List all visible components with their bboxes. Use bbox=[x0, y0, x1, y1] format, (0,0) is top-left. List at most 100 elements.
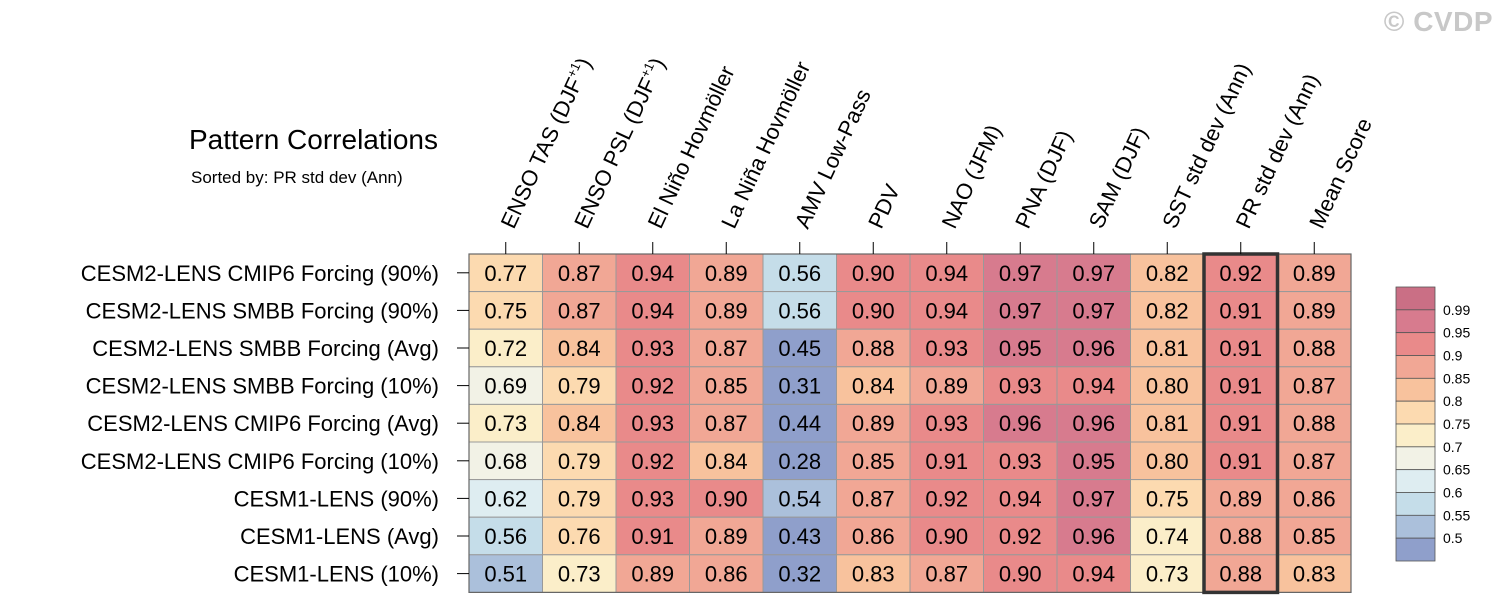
heatmap-cell bbox=[1203, 253, 1278, 293]
heatmap-cell bbox=[762, 291, 837, 330]
column-labels: ENSO TAS (DJF+1)ENSO PSL (DJF+1)El Niño … bbox=[496, 54, 1377, 254]
cell-value-label: 0.92 bbox=[925, 486, 968, 511]
heatmap-cell bbox=[1056, 291, 1131, 330]
heatmap-cell bbox=[468, 554, 543, 593]
cell-value-label: 0.89 bbox=[705, 298, 748, 323]
heatmap-cell bbox=[1130, 479, 1205, 518]
cell-value-label: 0.94 bbox=[1072, 374, 1115, 399]
cell-value-label: 0.80 bbox=[1146, 449, 1189, 474]
heatmap-cell bbox=[1277, 328, 1352, 368]
cell-value-label: 0.83 bbox=[1293, 562, 1336, 587]
cell-value-label: 0.94 bbox=[925, 298, 968, 323]
heatmap-cell bbox=[468, 441, 543, 481]
cell-value-label: 0.89 bbox=[852, 411, 895, 436]
legend-label: 0.95 bbox=[1443, 325, 1470, 341]
cell-value-label: 0.79 bbox=[558, 374, 601, 399]
cell-value-label: 0.93 bbox=[999, 374, 1042, 399]
cell-value-label: 0.91 bbox=[1219, 411, 1262, 436]
heatmap-cell bbox=[615, 554, 690, 593]
heatmap-cell bbox=[836, 479, 911, 518]
legend-swatch bbox=[1395, 355, 1436, 379]
heatmap-cell bbox=[689, 403, 764, 443]
cell-value-label: 0.56 bbox=[484, 524, 527, 549]
heatmap-cell bbox=[1203, 403, 1278, 443]
cell-value-label: 0.69 bbox=[484, 374, 527, 399]
cell-value-label: 0.90 bbox=[999, 562, 1042, 587]
heatmap-cell bbox=[836, 403, 911, 443]
heatmap-cell bbox=[1277, 403, 1352, 443]
heatmap-cell bbox=[1277, 253, 1352, 293]
cell-value-label: 0.84 bbox=[558, 411, 601, 436]
row-label: CESM2-LENS SMBB Forcing (10%) bbox=[86, 374, 439, 399]
cell-value-label: 0.74 bbox=[1146, 524, 1189, 549]
heatmap-cells: 0.77 0.87 0.94 0.89 0.56 0.90 0.94 0.97 0.97 0.82… bbox=[468, 252, 1352, 595]
cell-value-label: 0.91 bbox=[1219, 449, 1262, 474]
cell-value-label: 0.97 bbox=[1072, 298, 1115, 323]
heatmap-cell bbox=[1130, 366, 1205, 405]
heatmap-cell bbox=[468, 366, 543, 405]
legend-swatch bbox=[1395, 423, 1436, 448]
cell-value-label: 0.83 bbox=[852, 562, 895, 587]
cell-value-label: 0.44 bbox=[778, 411, 821, 436]
cell-value-label: 0.94 bbox=[1072, 562, 1115, 587]
cell-value-label: 0.82 bbox=[1146, 261, 1189, 286]
cell-value-label: 0.90 bbox=[705, 486, 748, 511]
cell-value-label: 0.56 bbox=[778, 298, 821, 323]
row-label: CESM1-LENS (Avg) bbox=[240, 524, 439, 549]
cell-value-label: 0.43 bbox=[778, 524, 821, 549]
cell-value-label: 0.96 bbox=[1072, 524, 1115, 549]
cell-value-label: 0.45 bbox=[778, 336, 821, 361]
heatmap-cell bbox=[909, 291, 984, 330]
cell-value-label: 0.90 bbox=[852, 261, 895, 286]
cell-value-label: 0.92 bbox=[631, 374, 674, 399]
cell-value-label: 0.88 bbox=[1293, 336, 1336, 361]
legend-swatch bbox=[1395, 469, 1436, 493]
cell-value-label: 0.93 bbox=[925, 411, 968, 436]
cell-value-label: 0.94 bbox=[999, 486, 1042, 511]
legend-label: 0.55 bbox=[1443, 507, 1470, 523]
cell-value-label: 0.73 bbox=[484, 411, 527, 436]
cell-value-label: 0.73 bbox=[1146, 562, 1189, 587]
cell-value-label: 0.73 bbox=[558, 562, 601, 587]
cell-value-label: 0.80 bbox=[1146, 374, 1189, 399]
cell-value-label: 0.86 bbox=[852, 524, 895, 549]
cell-value-label: 0.87 bbox=[925, 562, 968, 587]
cell-value-label: 0.28 bbox=[778, 449, 821, 474]
cell-value-label: 0.75 bbox=[484, 298, 527, 323]
cell-value-label: 0.85 bbox=[705, 374, 748, 399]
column-label: PDV bbox=[863, 180, 905, 232]
column-label: SAM (DJF) bbox=[1084, 123, 1153, 232]
legend-swatch bbox=[1395, 377, 1436, 402]
heatmap-cell bbox=[836, 516, 911, 556]
cell-value-label: 0.96 bbox=[999, 411, 1042, 436]
cell-value-label: 0.92 bbox=[1219, 261, 1262, 286]
cell-value-label: 0.87 bbox=[705, 336, 748, 361]
heatmap-cell bbox=[983, 253, 1058, 293]
legend-swatch bbox=[1395, 537, 1436, 562]
cell-value-label: 0.62 bbox=[484, 486, 527, 511]
heatmap-cell bbox=[762, 441, 837, 481]
legend-label: 0.5 bbox=[1443, 530, 1463, 546]
row-label: CESM2-LENS CMIP6 Forcing (10%) bbox=[81, 449, 439, 474]
cell-value-label: 0.91 bbox=[631, 524, 674, 549]
heatmap-cell bbox=[689, 479, 764, 518]
cell-value-label: 0.93 bbox=[999, 449, 1042, 474]
cell-value-label: 0.56 bbox=[778, 261, 821, 286]
legend-swatch bbox=[1395, 400, 1436, 425]
cell-value-label: 0.93 bbox=[631, 486, 674, 511]
heatmap-cell bbox=[1130, 328, 1205, 368]
heatmap-cell bbox=[1130, 403, 1205, 443]
cell-value-label: 0.75 bbox=[1146, 486, 1189, 511]
legend-label: 0.8 bbox=[1443, 393, 1463, 409]
legend-swatch bbox=[1395, 492, 1436, 516]
heatmap-cell bbox=[983, 516, 1058, 556]
legend-swatch bbox=[1395, 514, 1436, 539]
cell-value-label: 0.93 bbox=[925, 336, 968, 361]
cell-value-label: 0.89 bbox=[925, 374, 968, 399]
heatmap-cell bbox=[1056, 441, 1131, 481]
cell-value-label: 0.89 bbox=[705, 261, 748, 286]
heatmap-cell bbox=[1130, 441, 1205, 481]
heatmap-cell bbox=[468, 403, 543, 443]
cell-value-label: 0.88 bbox=[1219, 524, 1262, 549]
cell-value-label: 0.88 bbox=[852, 336, 895, 361]
